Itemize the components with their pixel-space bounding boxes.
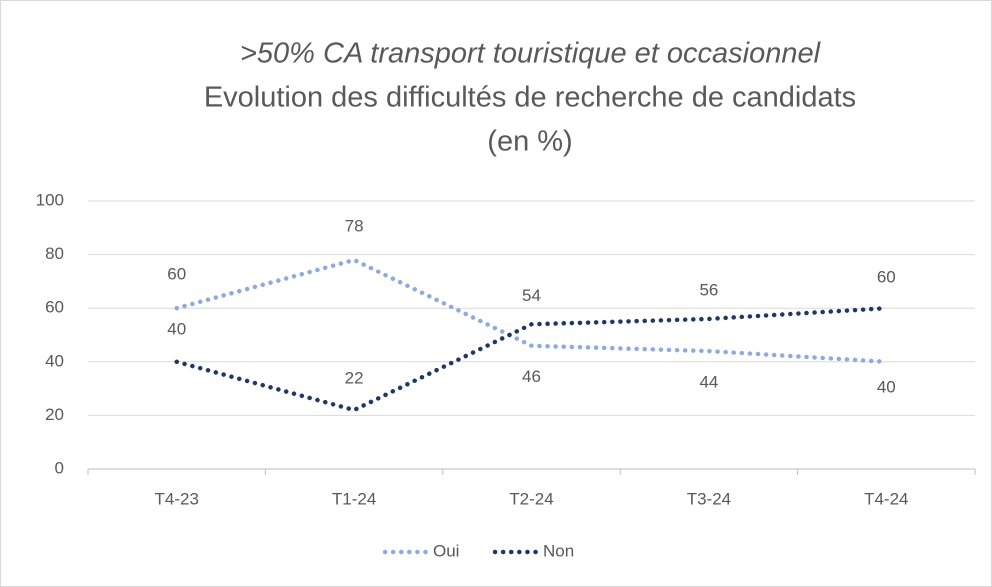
y-tick-label: 100 xyxy=(36,190,64,209)
x-tick-label: T4-23 xyxy=(154,489,198,508)
data-label: 78 xyxy=(345,216,364,235)
data-label: 46 xyxy=(522,367,541,386)
y-tick-label: 60 xyxy=(45,298,64,317)
x-tick-label: T2-24 xyxy=(509,489,553,508)
line-series xyxy=(174,305,889,413)
chart-subtitle: Evolution des difficultés de recherche d… xyxy=(204,82,856,114)
legend-label: Oui xyxy=(433,541,459,560)
data-label: 60 xyxy=(877,268,896,287)
y-tick-label: 40 xyxy=(45,351,64,370)
x-tick-label: T4-24 xyxy=(864,489,908,508)
line-series xyxy=(174,257,889,365)
data-label: 56 xyxy=(699,280,718,299)
data-label: 44 xyxy=(699,373,718,392)
chart-unit: (en %) xyxy=(487,126,572,158)
y-tick-label: 80 xyxy=(45,244,64,263)
data-label: 22 xyxy=(345,369,364,388)
data-label: 54 xyxy=(522,286,541,305)
y-tick-label: 20 xyxy=(45,405,64,424)
y-tick-label: 0 xyxy=(55,458,64,477)
data-label: 40 xyxy=(877,377,896,396)
x-tick-label: T1-24 xyxy=(332,489,376,508)
data-label: 40 xyxy=(167,319,186,338)
chart-title: >50% CA transport touristique et occasio… xyxy=(240,38,822,70)
data-label: 60 xyxy=(167,265,186,284)
x-tick-label: T3-24 xyxy=(687,489,731,508)
legend-label: Non xyxy=(543,541,574,560)
